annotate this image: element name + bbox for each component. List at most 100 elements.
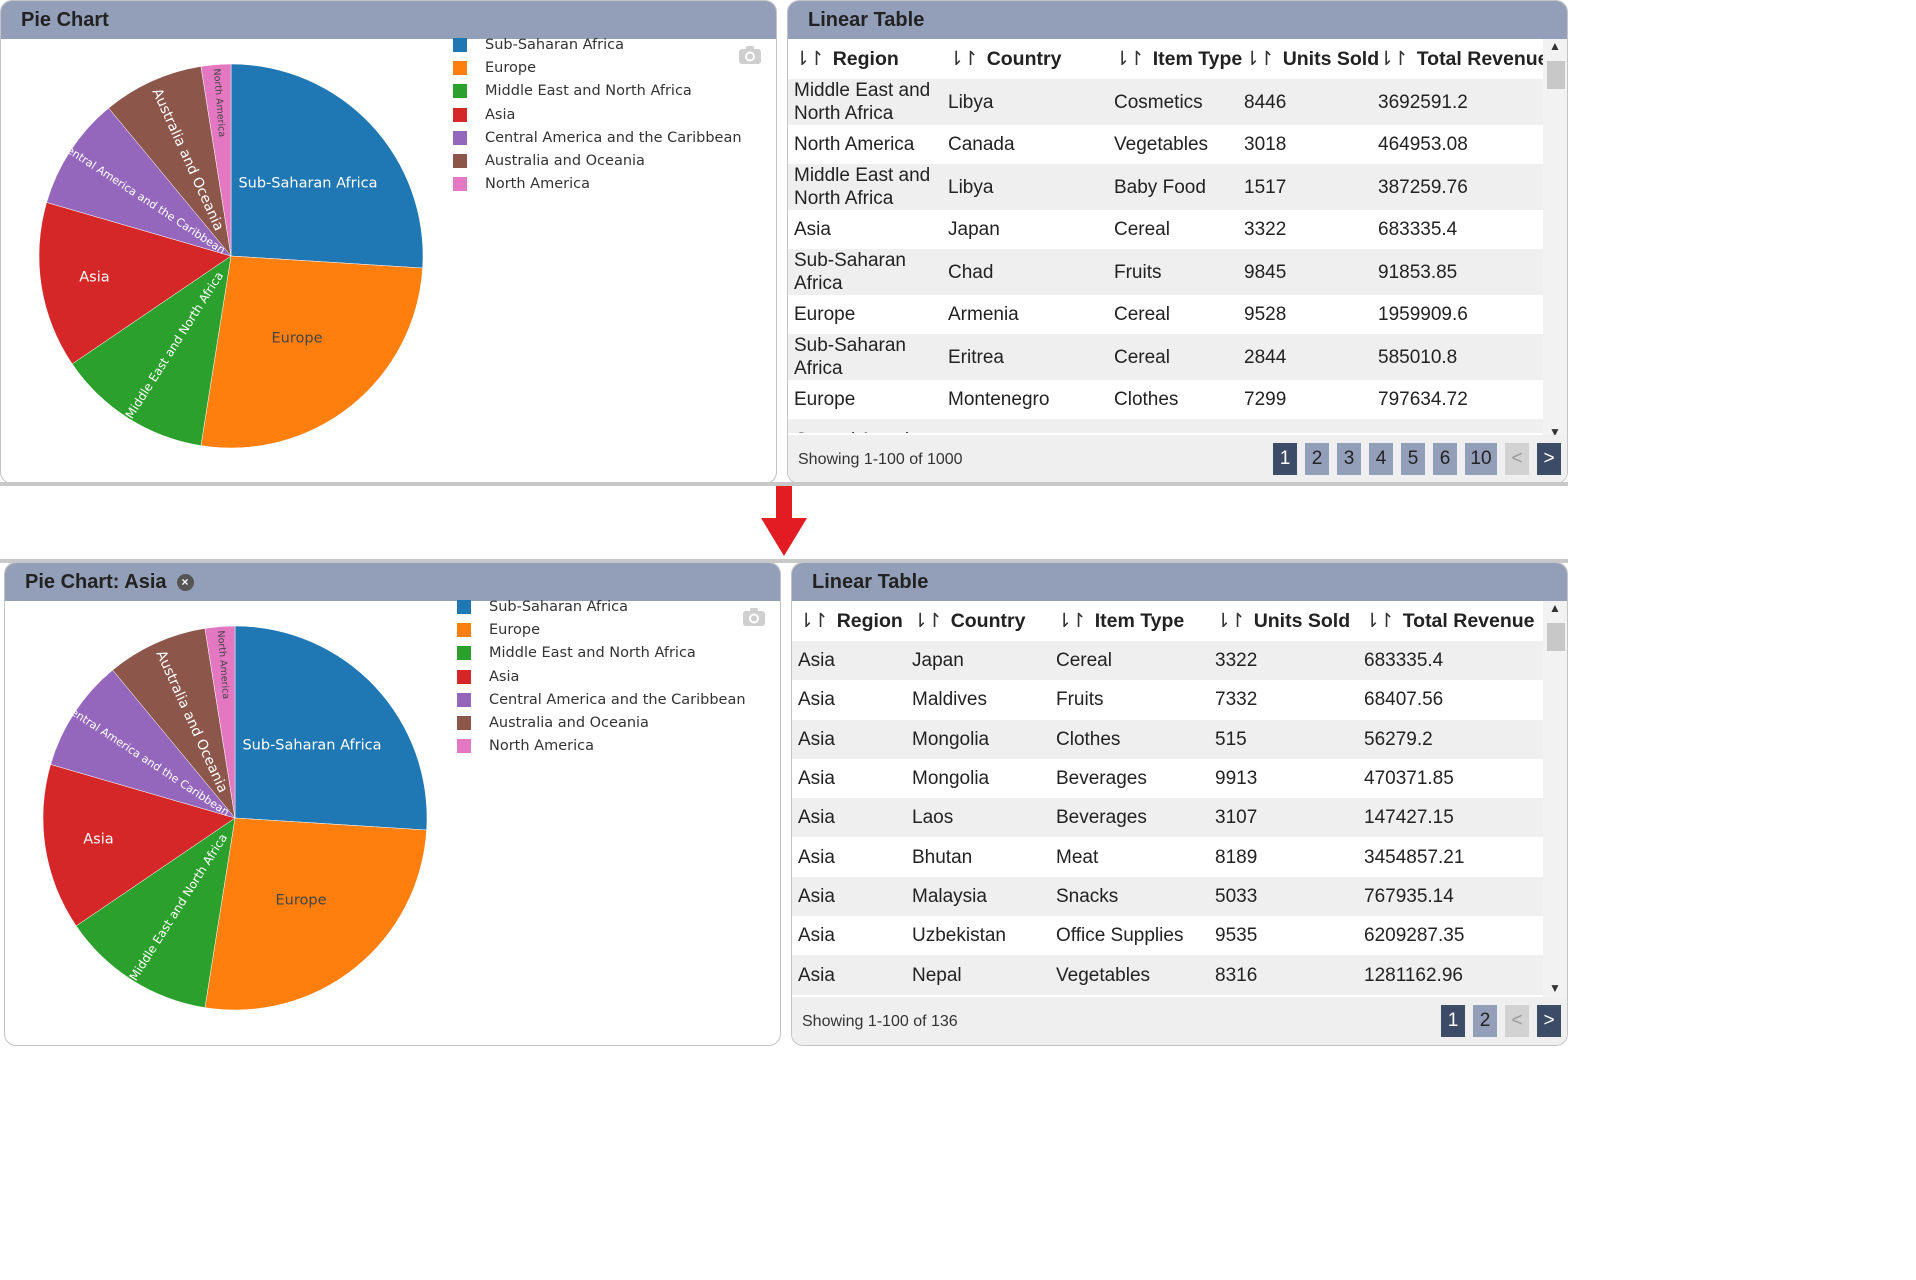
pie-slice-asia[interactable] xyxy=(42,764,236,927)
table-row[interactable]: Middle East and North Africa Libya Cosmeti… xyxy=(788,79,1543,125)
table-row[interactable]: Central America xyxy=(788,419,1543,433)
pie-slice-north-america[interactable] xyxy=(204,625,236,819)
pie-slice-north-america[interactable] xyxy=(200,63,232,257)
table-row[interactable]: Sub-Saharan Africa Eritrea Cereal 2844 58501… xyxy=(788,334,1543,380)
table-row[interactable]: Middle East and North Africa Libya Baby Fo… xyxy=(788,164,1543,210)
next-page-button[interactable]: > xyxy=(1537,1005,1561,1037)
page-button-1[interactable]: 1 xyxy=(1441,1005,1465,1037)
legend-item-central-america-and-the-caribbean[interactable]: Central America and the Caribbean xyxy=(453,126,742,149)
table-cell: Europe xyxy=(788,380,942,419)
scroll-down-arrow[interactable]: ▼ xyxy=(1549,425,1561,439)
legend-item-middle-east-and-north-africa[interactable]: Middle East and North Africa xyxy=(457,642,746,665)
pie-slice-middle-east-and-north-africa[interactable] xyxy=(75,817,236,1008)
column-header-country[interactable]: ⇂↾ Country xyxy=(942,39,1108,79)
pie-slice-sub-saharan-africa[interactable] xyxy=(234,625,428,831)
table-row[interactable]: Asia Bhutan Meat 8189 3454857.21 xyxy=(792,837,1544,877)
page-button-4[interactable]: 4 xyxy=(1369,443,1393,475)
scroll-thumb[interactable] xyxy=(1547,61,1565,89)
scroll-up-arrow[interactable]: ▲ xyxy=(1549,601,1561,615)
legend-item-sub-saharan-africa[interactable]: Sub-Saharan Africa xyxy=(457,595,746,618)
next-page-button[interactable]: > xyxy=(1537,443,1561,475)
table-row[interactable]: Asia Japan Cereal 3322 683335.4 xyxy=(792,641,1544,681)
legend-item-europe[interactable]: Europe xyxy=(453,56,742,79)
table-row[interactable]: Asia Japan Cereal 3322 683335.4 xyxy=(788,210,1543,249)
table-row[interactable]: North America Canada Vegetables 3018 464953.… xyxy=(788,125,1543,164)
column-header-units-sold[interactable]: ⇂↾ Units Sold xyxy=(1238,39,1379,79)
legend-item-australia-and-oceania[interactable]: Australia and Oceania xyxy=(453,149,742,172)
column-header-total-revenue[interactable]: ⇂↾ Total Revenue xyxy=(1358,601,1544,641)
column-header-total-revenue[interactable]: ⇂↾ Total Revenue xyxy=(1372,39,1543,79)
sort-icon[interactable]: ⇂↾ xyxy=(1114,48,1145,70)
pie-slice-central-america-and-the-caribbean[interactable] xyxy=(46,107,232,257)
pie-slice-asia[interactable] xyxy=(38,202,232,365)
page-button-10[interactable]: 10 xyxy=(1465,443,1497,475)
page-button-3[interactable]: 3 xyxy=(1337,443,1361,475)
sort-icon[interactable]: ⇂↾ xyxy=(1378,48,1409,70)
table-row[interactable]: Asia Malaysia Snacks 5033 767935.14 xyxy=(792,876,1544,917)
camera-icon[interactable] xyxy=(738,45,762,65)
table-header-row: ⇂↾ Region ⇂↾ Country ⇂↾ Item Type ⇂↾ Units Sold… xyxy=(792,601,1544,641)
table-row[interactable]: Europe Armenia Cereal 9528 1959909.6 xyxy=(788,295,1543,334)
pie-slice-europe[interactable] xyxy=(200,255,423,449)
column-header-region[interactable]: ⇂↾ Region xyxy=(792,601,906,641)
legend-item-middle-east-and-north-africa[interactable]: Middle East and North Africa xyxy=(453,80,742,103)
column-header-country[interactable]: ⇂↾ Country xyxy=(906,601,1050,641)
sort-icon[interactable]: ⇂↾ xyxy=(1364,610,1395,632)
scroll-up-arrow[interactable]: ▲ xyxy=(1549,39,1561,53)
legend-item-australia-and-oceania[interactable]: Australia and Oceania xyxy=(457,711,746,734)
legend-item-sub-saharan-africa[interactable]: Sub-Saharan Africa xyxy=(453,33,742,56)
legend-item-asia[interactable]: Asia xyxy=(457,665,746,688)
pie-slices[interactable] xyxy=(42,625,428,1011)
table-viewport[interactable]: ⇂↾ Region ⇂↾ Country ⇂↾ Item Type ⇂↾ Units Sold… xyxy=(792,601,1544,997)
sort-icon[interactable]: ⇂↾ xyxy=(798,610,829,632)
column-header-units-sold[interactable]: ⇂↾ Units Sold xyxy=(1209,601,1358,641)
sort-icon[interactable]: ⇂↾ xyxy=(1215,610,1246,632)
legend-item-north-america[interactable]: North America xyxy=(457,735,746,758)
table-row[interactable]: Asia Maldives Fruits 7332 68407.56 xyxy=(792,680,1544,720)
page-button-5[interactable]: 5 xyxy=(1401,443,1425,475)
table-row[interactable]: Asia Mongolia Clothes 515 56279.2 xyxy=(792,719,1544,759)
table-row[interactable]: Sub-Saharan Africa Chad Fruits 9845 91853.85 xyxy=(788,249,1543,295)
pie-slices[interactable] xyxy=(38,63,424,449)
pie-slice-middle-east-and-north-africa[interactable] xyxy=(71,255,232,446)
table-cell: 9845 xyxy=(1238,249,1372,295)
table-row[interactable]: Europe Montenegro Clothes 7299 797634.72 xyxy=(788,380,1543,419)
scroll-down-arrow[interactable]: ▼ xyxy=(1549,981,1561,995)
table-scrollbar[interactable]: ▲ ▼ xyxy=(1543,39,1567,443)
page-button-2[interactable]: 2 xyxy=(1473,1005,1497,1037)
sort-icon[interactable]: ⇂↾ xyxy=(794,48,825,70)
sort-icon[interactable]: ⇂↾ xyxy=(912,610,943,632)
pie-slice-europe[interactable] xyxy=(204,817,427,1011)
sort-icon[interactable]: ⇂↾ xyxy=(1244,48,1275,70)
table-cell: Beverages xyxy=(1050,758,1209,799)
pie-slice-sub-saharan-africa[interactable] xyxy=(230,63,424,269)
column-header-item-type[interactable]: ⇂↾ Item Type xyxy=(1108,39,1242,79)
page-button-6[interactable]: 6 xyxy=(1433,443,1457,475)
table-scrollbar[interactable]: ▲ ▼ xyxy=(1543,601,1567,999)
camera-icon[interactable] xyxy=(742,607,766,627)
column-header-region[interactable]: ⇂↾ Region xyxy=(788,39,942,79)
prev-page-button[interactable]: < xyxy=(1505,443,1529,475)
table-viewport[interactable]: ⇂↾ Region ⇂↾ Country ⇂↾ Item Type ⇂↾ Units Sold… xyxy=(788,39,1543,433)
pie-slice-central-america-and-the-caribbean[interactable] xyxy=(50,669,236,819)
sort-icon[interactable]: ⇂↾ xyxy=(948,48,979,70)
legend-item-asia[interactable]: Asia xyxy=(453,103,742,126)
column-header-item-type[interactable]: ⇂↾ Item Type xyxy=(1050,601,1209,641)
legend-item-central-america-and-the-caribbean[interactable]: Central America and the Caribbean xyxy=(457,688,746,711)
page-button-2[interactable]: 2 xyxy=(1305,443,1329,475)
page-button-1[interactable]: 1 xyxy=(1273,443,1297,475)
scroll-thumb[interactable] xyxy=(1547,623,1565,651)
table-row[interactable]: Asia Uzbekistan Office Supplies 9535 6209287… xyxy=(792,916,1544,956)
legend-item-north-america[interactable]: North America xyxy=(453,173,742,196)
table-row[interactable]: Asia Nepal Vegetables 8316 1281162.96 xyxy=(792,955,1544,995)
sort-icon[interactable]: ⇂↾ xyxy=(1056,610,1087,632)
table-row[interactable]: Asia Laos Beverages 3107 147427.15 xyxy=(792,798,1544,838)
pie-slice-australia-and-oceania[interactable] xyxy=(112,628,236,819)
prev-page-button[interactable]: < xyxy=(1505,1005,1529,1037)
legend-item-europe[interactable]: Europe xyxy=(457,618,746,641)
table-row[interactable]: Asia Mongolia Beverages 9913 470371.85 xyxy=(792,758,1544,799)
close-icon[interactable]: × xyxy=(176,573,194,591)
pie-slice-australia-and-oceania[interactable] xyxy=(108,66,232,257)
